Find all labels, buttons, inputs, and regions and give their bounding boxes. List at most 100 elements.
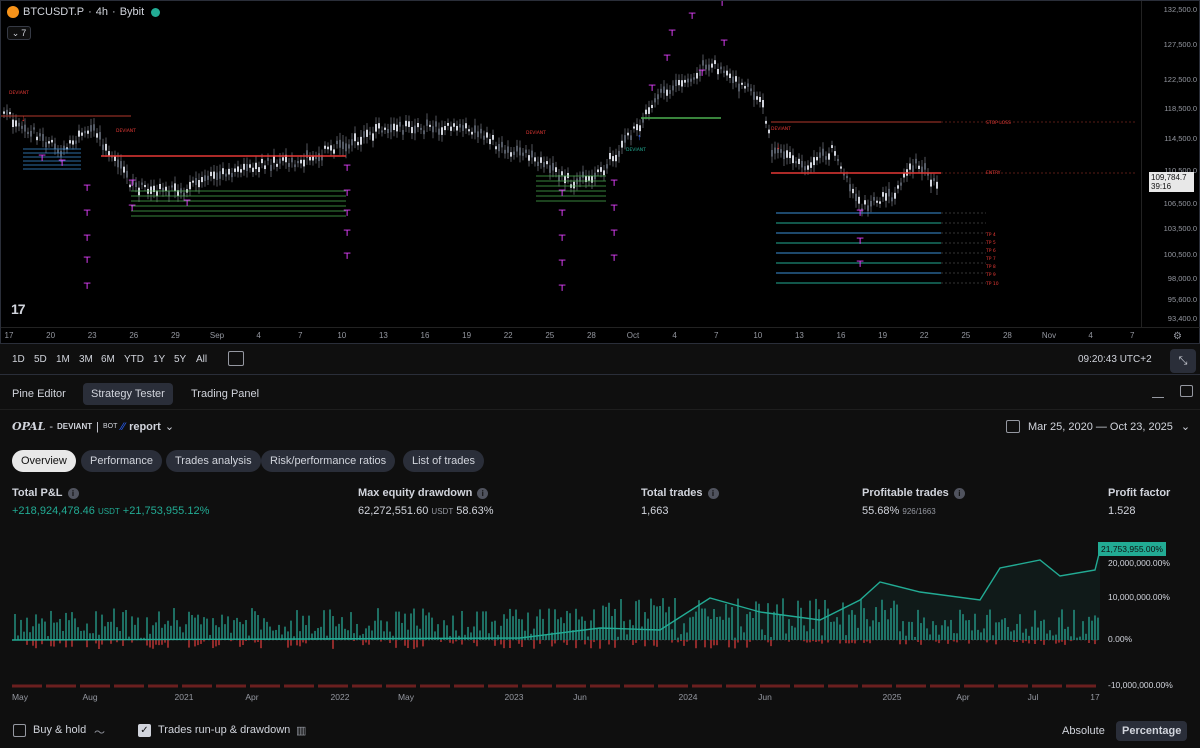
runup-bar <box>227 616 229 640</box>
drawdown-bar <box>677 640 679 643</box>
runup-bar <box>749 611 751 640</box>
tab-overview[interactable]: Overview <box>12 450 76 472</box>
candle <box>471 131 473 135</box>
candle <box>228 168 230 175</box>
candlestick-plot[interactable]: DEVIANT DEVIANT DEVIANT DEVIANT DEVIANT STOP … <box>1 1 1141 327</box>
runup-bar <box>1046 633 1048 640</box>
market-open-icon <box>151 7 161 17</box>
runup-bar <box>752 618 754 640</box>
runup-bar <box>1058 617 1060 640</box>
maximize-icon[interactable] <box>1180 385 1193 397</box>
runup-bar <box>668 606 670 640</box>
price-tick-label: 118,500.0 <box>1164 104 1197 113</box>
candle <box>660 88 662 93</box>
tab-strategy-tester[interactable]: Strategy Tester <box>83 383 173 405</box>
tab-trading-panel[interactable]: Trading Panel <box>191 388 260 400</box>
runup-bar <box>1061 609 1063 640</box>
price-chart[interactable]: DEVIANT DEVIANT DEVIANT DEVIANT DEVIANT STOP … <box>0 0 1200 344</box>
info-icon[interactable]: i <box>953 487 965 499</box>
runup-bar <box>1043 619 1045 640</box>
time-tick-label: 7 <box>1129 331 1135 340</box>
candle <box>153 185 155 193</box>
runup-bar <box>941 625 943 640</box>
runup-bar <box>1073 609 1075 640</box>
symbol-legend[interactable]: BTCUSDT.P · 4h · Bybit <box>7 6 161 18</box>
range-button-5y[interactable]: 5Y <box>174 354 187 365</box>
range-button-all[interactable]: All <box>196 354 208 365</box>
drawdown-bar <box>389 640 391 644</box>
candle <box>870 200 872 207</box>
runup-bar <box>14 614 16 640</box>
runup-bar <box>962 614 964 640</box>
candle <box>273 155 275 163</box>
price-axis[interactable]: 132,500.0 127,500.0 122,500.0 118,500.0 114,… <box>1141 1 1200 327</box>
runup-bar <box>836 617 838 640</box>
candle <box>432 126 434 133</box>
runup-bar <box>476 611 478 640</box>
collapse-panel-button[interactable]: ⤡ <box>1170 349 1196 373</box>
clock[interactable]: 09:20:43 UTC+2 <box>1078 354 1152 365</box>
tab-pine-editor[interactable]: Pine Editor <box>12 388 66 400</box>
range-button-3m[interactable]: 3M <box>79 354 93 365</box>
runup-bar <box>245 620 247 640</box>
tab-list-of-trades[interactable]: List of trades <box>403 450 484 472</box>
range-button-5d[interactable]: 5D <box>34 354 47 365</box>
candle <box>264 165 266 170</box>
candle <box>435 121 437 127</box>
date-range-selector[interactable]: Mar 25, 2020 — Oct 23, 2025 ⌄ <box>1006 420 1190 433</box>
range-button-1m[interactable]: 1M <box>56 354 70 365</box>
metric-max-drawdown: Max equity drawdown i 62,272,551.60 USDT … <box>358 487 494 517</box>
runup-bar <box>62 630 64 640</box>
range-button-1y[interactable]: 1Y <box>153 354 166 365</box>
info-icon[interactable]: i <box>67 487 79 499</box>
drawdown-bar <box>365 640 367 643</box>
price-tick-label: 110,500.0 <box>1164 166 1197 175</box>
drawdown-bar <box>905 640 907 645</box>
percentage-button[interactable]: Percentage <box>1116 721 1188 741</box>
candle <box>657 94 659 100</box>
runup-bar <box>395 611 397 640</box>
buy-hold-label[interactable]: Buy & hold <box>33 724 87 736</box>
tradingview-logo[interactable]: 17 <box>11 301 26 317</box>
runup-bar <box>1052 635 1054 640</box>
buy-hold-checkbox[interactable] <box>13 724 26 737</box>
calendar-icon[interactable] <box>228 351 244 366</box>
minimize-icon[interactable] <box>1152 386 1164 398</box>
tab-performance[interactable]: Performance <box>81 450 162 472</box>
runup-bar <box>695 611 697 640</box>
candle <box>276 163 278 167</box>
runup-bar <box>869 626 871 640</box>
signal-annotation: TP 10 <box>985 281 999 287</box>
candle <box>615 154 617 162</box>
range-button-1d[interactable]: 1D <box>12 354 25 365</box>
candle <box>825 156 827 160</box>
candle <box>801 160 803 168</box>
gear-icon[interactable]: ⚙ <box>1173 331 1182 342</box>
equity-chart[interactable] <box>0 540 1200 690</box>
runup-label[interactable]: Trades run-up & drawdown <box>158 724 291 736</box>
tab-trades-analysis[interactable]: Trades analysis <box>166 450 261 472</box>
signal-annotation: TP 8 <box>985 264 996 270</box>
runup-bar <box>560 617 562 640</box>
candle <box>72 140 74 145</box>
candle <box>546 161 548 165</box>
candle <box>585 175 587 183</box>
runup-bar <box>1007 626 1009 640</box>
runup-bar <box>992 635 994 640</box>
range-button-6m[interactable]: 6M <box>101 354 115 365</box>
candle <box>255 162 257 170</box>
drawdown-bar <box>818 640 820 642</box>
candle <box>96 133 98 138</box>
strategy-selector[interactable]: OPAL - DEVIANT | BOT ⁄⁄ report ⌄ <box>12 420 175 433</box>
absolute-button[interactable]: Absolute <box>1062 725 1105 737</box>
range-button-ytd[interactable]: YTD <box>124 354 144 365</box>
tab-risk-ratios[interactable]: Risk/performance ratios <box>261 450 396 472</box>
drawdown-bar <box>866 640 868 642</box>
runup-bar <box>176 620 178 640</box>
runup-checkbox[interactable]: ✓ <box>138 724 151 737</box>
info-icon[interactable]: i <box>477 487 489 499</box>
indicators-toggle[interactable]: ⌄ 7 <box>7 26 31 40</box>
time-tick-label: 7 <box>297 331 303 340</box>
info-icon[interactable]: i <box>707 487 719 499</box>
time-axis[interactable]: 17 20 23 26 29 Sep 4 7 10 13 16 19 22 25 28 Oct 4 7 10 13 16… <box>1 327 1200 344</box>
